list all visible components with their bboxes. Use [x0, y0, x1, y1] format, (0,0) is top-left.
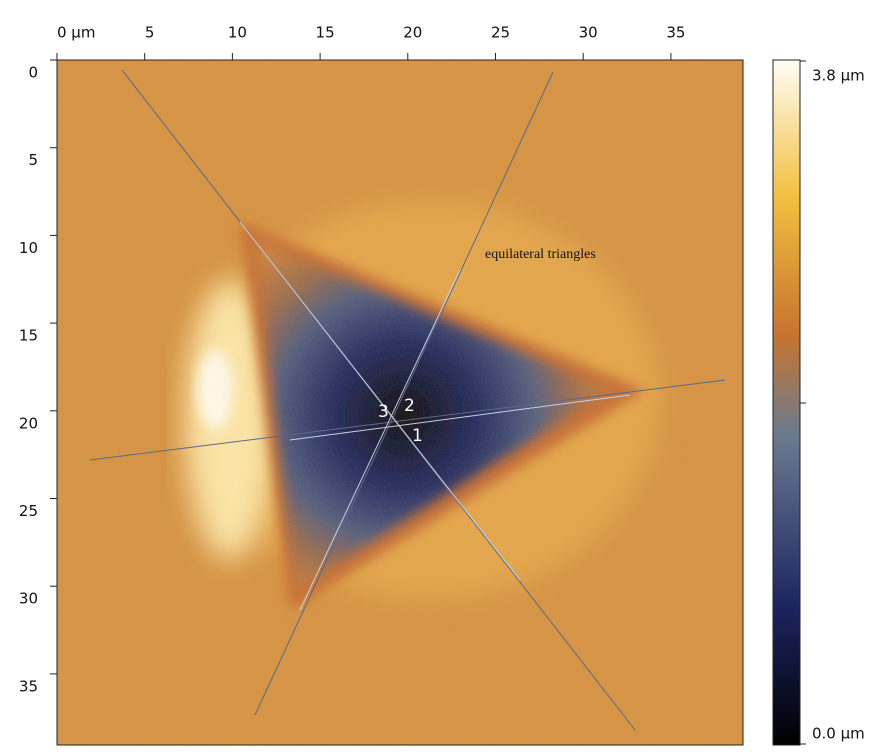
- y-tick-label: 15: [19, 327, 38, 345]
- y-tick-label: 35: [19, 677, 38, 695]
- x-tick-label: 30: [579, 24, 598, 42]
- x-tick-label: 15: [316, 24, 335, 42]
- y-tick-label: 5: [28, 151, 38, 169]
- afm-image: [57, 60, 743, 745]
- x-tick-label: 25: [491, 24, 510, 42]
- x-tick-label: 10: [228, 24, 247, 42]
- line-label: 1: [412, 426, 423, 446]
- x-tick-label: 5: [145, 24, 155, 42]
- annotation: equilateral triangles: [485, 247, 596, 262]
- y-tick-label: 25: [19, 502, 38, 520]
- colorbar-max: 3.8 µm: [812, 67, 865, 85]
- x-tick-label: 20: [403, 24, 422, 42]
- colorbar-min: 0.0 µm: [812, 725, 865, 743]
- y-tick-label: 0: [28, 64, 38, 82]
- plot-frame: [56, 59, 744, 746]
- x-tick-label: 0 µm: [57, 24, 95, 42]
- line-label: 2: [404, 396, 415, 416]
- y-tick-label: 10: [19, 239, 38, 257]
- y-tick-label: 20: [19, 414, 38, 432]
- y-tick-label: 30: [19, 590, 38, 608]
- x-tick-label: 35: [666, 24, 685, 42]
- line-label: 3: [378, 402, 389, 422]
- colorbar: [772, 59, 801, 746]
